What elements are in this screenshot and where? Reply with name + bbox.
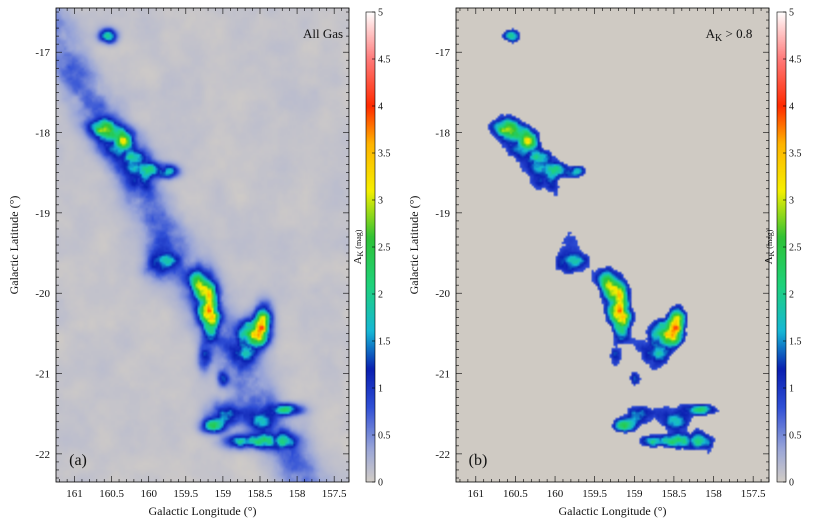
x-tick-label: 160 xyxy=(547,488,564,500)
colorbar-label-sub: K xyxy=(767,250,776,256)
extinction-map-image xyxy=(456,8,769,482)
x-tick-label: 160.5 xyxy=(99,488,124,500)
panel-b: 161 160.5 160 159.5 159 158.5 158 157.5 -17 -18 -1… xyxy=(407,8,802,519)
y-tick-label: -22 xyxy=(435,449,450,461)
colorbar-tick-label: 0 xyxy=(789,478,794,489)
x-tick-label: 158 xyxy=(289,488,306,500)
colorbar-tick-label: 2.5 xyxy=(789,243,802,254)
x-tick-label: 159 xyxy=(626,488,643,500)
colorbar-tick-label: 4.5 xyxy=(789,55,802,66)
colorbar-gradient xyxy=(366,12,375,482)
colorbar-tick-label: 3 xyxy=(378,196,383,207)
panel-label: (a) xyxy=(69,452,87,469)
y-tick-label: -22 xyxy=(35,449,50,461)
colorbar-label-sub: K xyxy=(356,250,365,256)
x-axis-label: Galactic Longitude (°) xyxy=(558,504,666,518)
x-tick-label: 161 xyxy=(66,488,83,500)
y-axis-label: Galactic Latitude (°) xyxy=(7,196,21,295)
x-tick-label: 159.5 xyxy=(582,488,607,500)
colorbar-tick-label: 4.5 xyxy=(378,55,391,66)
colorbar-tick-label: 3 xyxy=(789,196,794,207)
colorbar-tick-label: 1 xyxy=(789,384,794,395)
colorbar-tick-label: 0.5 xyxy=(789,431,802,442)
colorbar-tick-label: 3.5 xyxy=(789,149,802,160)
colorbar-tick-label: 5 xyxy=(378,8,383,19)
y-tick-label: -19 xyxy=(35,208,50,220)
annotation-label: All Gas xyxy=(303,26,343,41)
colorbar-label-main: A xyxy=(763,256,775,264)
x-tick-label: 161 xyxy=(468,488,485,500)
colorbar-tick-label: 2 xyxy=(378,290,383,301)
y-tick-label: -20 xyxy=(35,288,50,300)
panel-label: (b) xyxy=(469,452,488,469)
colorbar-label-unit: (mag) xyxy=(765,229,774,250)
x-tick-label: 160 xyxy=(140,488,157,500)
panel-a: 161 160.5 160 159.5 159 158.5 158 157.5 -17 -18 -1… xyxy=(7,8,391,519)
x-tick-label: 158.5 xyxy=(248,488,273,500)
colorbar-tick-label: 0 xyxy=(378,478,383,489)
x-tick-label: 160.5 xyxy=(503,488,528,500)
x-tick-label: 159 xyxy=(215,488,232,500)
colorbar-tick-label: 2.5 xyxy=(378,243,391,254)
annotation-main: A xyxy=(706,26,716,41)
colorbar-tick-label: 0.5 xyxy=(378,431,391,442)
y-tick-label: -21 xyxy=(435,369,450,381)
x-tick-label: 157.5 xyxy=(322,488,347,500)
y-tick-label: -17 xyxy=(35,47,50,59)
colorbar-gradient xyxy=(777,12,786,482)
x-tick-label: 158 xyxy=(705,488,722,500)
x-tick-label: 159.5 xyxy=(173,488,198,500)
colorbar-label-main: A xyxy=(352,256,364,264)
y-tick-label: -18 xyxy=(435,128,450,140)
annotation-label: AK > 0.8 xyxy=(706,26,753,44)
colorbar-tick-label: 1.5 xyxy=(378,337,391,348)
y-axis-label: Galactic Latitude (°) xyxy=(407,196,421,295)
colorbar-tick-label: 1.5 xyxy=(789,337,802,348)
colorbar-tick-label: 4 xyxy=(378,102,383,113)
colorbar-label: AK (mag) xyxy=(352,229,365,264)
y-tick-label: -20 xyxy=(435,288,450,300)
x-tick-label: 158.5 xyxy=(662,488,687,500)
x-axis-label: Galactic Longitude (°) xyxy=(148,504,256,518)
colorbar-tick-label: 5 xyxy=(789,8,794,19)
extinction-map-image xyxy=(56,8,349,482)
y-tick-label: -17 xyxy=(435,47,450,59)
annotation-sub: K xyxy=(715,33,723,44)
colorbar-tick-label: 1 xyxy=(378,384,383,395)
y-tick-label: -18 xyxy=(35,128,50,140)
colorbar-label: AK (mag) xyxy=(763,229,776,264)
annotation-rest: > 0.8 xyxy=(722,26,752,41)
y-tick-label: -19 xyxy=(435,208,450,220)
colorbar-tick-label: 3.5 xyxy=(378,149,391,160)
colorbar-tick-label: 2 xyxy=(789,290,794,301)
colorbar-tick-label: 4 xyxy=(789,102,794,113)
colorbar-label-unit: (mag) xyxy=(354,229,363,250)
x-tick-label: 157.5 xyxy=(741,488,766,500)
y-tick-label: -21 xyxy=(35,369,50,381)
